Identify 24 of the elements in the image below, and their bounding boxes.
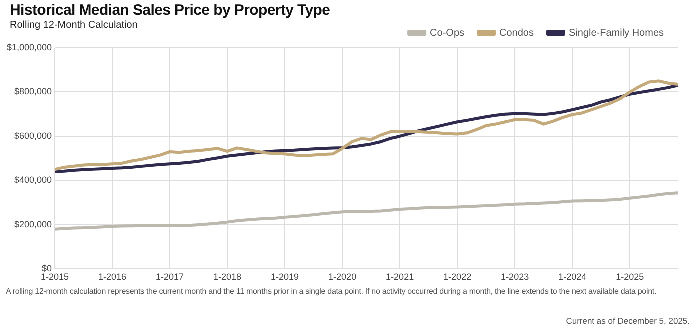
text: A rolling 12-month calculation represents the current month and the 11 months prior in a single data point. If no activity occurred during a month, the line extends to the next available data point. (6, 287, 657, 296)
x-tick-label: 1-2023 (501, 272, 530, 282)
legend-label: Single-Family Homes (568, 28, 664, 39)
x-tick-label: 1-2016 (98, 272, 127, 282)
x-tick-label: 1-2019 (271, 272, 300, 282)
y-tick-label: $600,000 (14, 130, 52, 141)
y-tick-label: $200,000 (14, 219, 52, 230)
y-tick-label: $400,000 (14, 175, 52, 186)
y-tick-label: $1,000,000 (6, 42, 52, 52)
legend-label: Co-Ops (430, 28, 465, 39)
legend-label: Condos (500, 28, 534, 39)
y-tick-label: $800,000 (14, 86, 52, 97)
x-tick-label: 1-2015 (41, 272, 70, 282)
chart-title: Historical Median Sales Price by Property Type (10, 2, 330, 19)
x-tick-label: 1-2025 (616, 272, 644, 282)
x-tick-label: 1-2022 (444, 272, 472, 282)
x-tick-label: 1-2018 (214, 272, 242, 282)
chart-subtitle: Rolling 12-Month Calculation (10, 20, 138, 31)
x-tick-label: 1-2021 (386, 272, 414, 282)
x-tick-label: 1-2017 (156, 272, 184, 282)
y-tick-label: $0 (42, 264, 52, 274)
text: Current as of December 5, 2025. (566, 316, 690, 326)
x-tick-label: 1-2024 (558, 272, 587, 282)
x-tick-label: 1-2020 (328, 272, 357, 282)
